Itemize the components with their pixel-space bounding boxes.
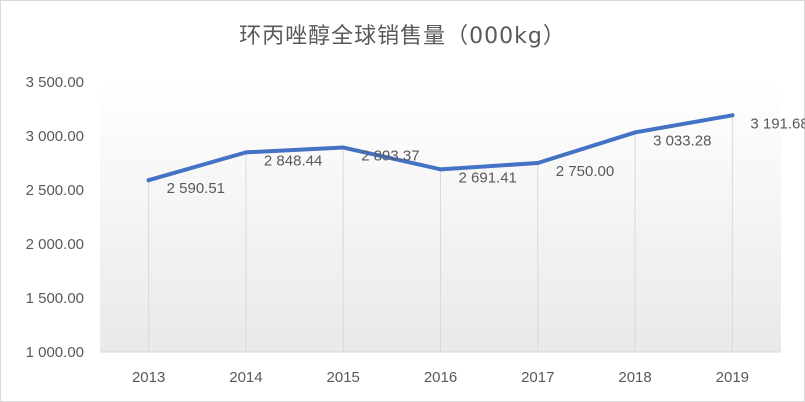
data-label: 2 848.44 bbox=[264, 152, 322, 169]
x-tick-label: 2018 bbox=[618, 369, 651, 386]
data-point bbox=[243, 150, 248, 155]
y-tick-label: 3 500.00 bbox=[26, 74, 84, 91]
data-label: 3 191.68 bbox=[750, 115, 805, 132]
y-tick-label: 2 000.00 bbox=[26, 236, 84, 253]
x-tick-label: 2015 bbox=[327, 369, 360, 386]
y-tick-label: 1 500.00 bbox=[26, 290, 84, 307]
x-tick-label: 2016 bbox=[424, 369, 457, 386]
data-point bbox=[633, 130, 638, 135]
x-tick-label: 2017 bbox=[521, 369, 554, 386]
data-label: 2 750.00 bbox=[556, 163, 614, 180]
x-tick-label: 2013 bbox=[132, 369, 165, 386]
data-point bbox=[438, 167, 443, 172]
y-tick-label: 2 500.00 bbox=[26, 182, 84, 199]
x-tick-label: 2014 bbox=[229, 369, 262, 386]
data-point bbox=[341, 145, 346, 150]
x-tick-label: 2019 bbox=[716, 369, 749, 386]
data-point bbox=[535, 161, 540, 165]
data-point bbox=[730, 113, 735, 118]
data-label: 2 893.37 bbox=[361, 148, 419, 165]
chart-title: 环丙唑醇全球销售量（000kg） bbox=[239, 24, 566, 49]
data-label: 3 033.28 bbox=[653, 132, 711, 149]
data-label: 2 590.51 bbox=[167, 180, 225, 197]
data-label: 2 691.41 bbox=[459, 169, 517, 186]
y-tick-label: 1 000.00 bbox=[26, 344, 84, 361]
data-point bbox=[146, 178, 151, 183]
y-tick-label: 3 000.00 bbox=[26, 128, 84, 145]
